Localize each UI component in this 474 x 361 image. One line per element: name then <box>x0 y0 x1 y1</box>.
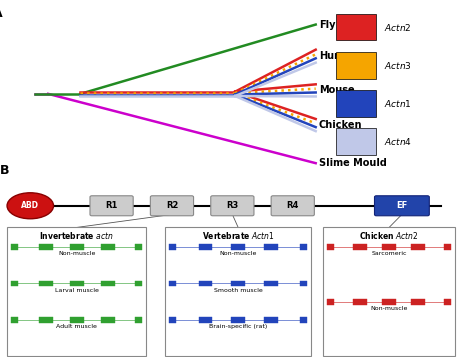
Bar <box>135 317 142 323</box>
FancyBboxPatch shape <box>211 196 254 216</box>
Bar <box>264 280 278 286</box>
Text: Sarcomeric: Sarcomeric <box>372 251 407 256</box>
FancyBboxPatch shape <box>7 227 146 356</box>
Text: Chicken: Chicken <box>319 120 363 130</box>
Text: $\it{Actn2}$: $\it{Actn2}$ <box>384 22 412 32</box>
Text: Fly: Fly <box>319 19 336 30</box>
Bar <box>70 244 84 249</box>
Bar <box>300 244 307 249</box>
Text: $\it{Actn4}$: $\it{Actn4}$ <box>384 136 412 147</box>
Bar <box>39 317 53 323</box>
Bar <box>11 244 18 249</box>
Bar <box>70 317 84 323</box>
Bar <box>264 244 278 249</box>
Bar <box>135 244 142 249</box>
FancyBboxPatch shape <box>150 196 193 216</box>
Text: EF: EF <box>396 201 408 210</box>
Bar <box>199 244 212 249</box>
Text: A: A <box>0 7 3 20</box>
Bar <box>231 244 245 249</box>
Bar <box>231 280 245 286</box>
Bar <box>382 244 396 249</box>
Bar <box>300 317 307 323</box>
Bar <box>264 317 278 323</box>
Bar <box>353 244 367 249</box>
Bar <box>199 317 212 323</box>
Text: Mouse: Mouse <box>319 86 355 95</box>
Bar <box>100 280 115 286</box>
Bar <box>199 280 212 286</box>
Text: $\it{Actn1}$: $\it{Actn1}$ <box>384 98 412 109</box>
FancyBboxPatch shape <box>323 227 456 356</box>
Text: Vertebrate $\it{Actn1}$: Vertebrate $\it{Actn1}$ <box>202 230 274 241</box>
Text: Human: Human <box>319 51 357 61</box>
FancyBboxPatch shape <box>336 52 376 79</box>
Bar <box>11 280 18 286</box>
Text: R4: R4 <box>287 201 299 210</box>
Bar <box>231 317 245 323</box>
Bar <box>39 244 53 249</box>
Text: Brain-specific (rat): Brain-specific (rat) <box>209 324 267 329</box>
Bar <box>328 244 334 249</box>
Text: Slime Mould: Slime Mould <box>319 158 387 168</box>
Text: Invertebrate $\it{actn}$: Invertebrate $\it{actn}$ <box>39 230 114 241</box>
Bar <box>169 280 176 286</box>
Bar <box>300 280 307 286</box>
Bar <box>328 299 334 305</box>
Text: Non-muscle: Non-muscle <box>219 251 257 256</box>
FancyBboxPatch shape <box>336 129 376 155</box>
Bar <box>100 317 115 323</box>
FancyBboxPatch shape <box>165 227 311 356</box>
FancyBboxPatch shape <box>374 196 429 216</box>
Bar <box>444 299 451 305</box>
FancyBboxPatch shape <box>336 14 376 40</box>
Bar <box>411 244 425 249</box>
Bar <box>70 280 84 286</box>
FancyBboxPatch shape <box>271 196 314 216</box>
Text: Larval muscle: Larval muscle <box>55 288 99 292</box>
Bar <box>11 317 18 323</box>
Text: $\it{Actn3}$: $\it{Actn3}$ <box>384 60 412 71</box>
Ellipse shape <box>7 193 54 219</box>
Text: R2: R2 <box>166 201 178 210</box>
Text: Chicken $\it{Actn2}$: Chicken $\it{Actn2}$ <box>359 230 419 241</box>
Text: B: B <box>0 164 9 177</box>
Bar <box>100 244 115 249</box>
Bar <box>382 299 396 305</box>
Bar <box>169 317 176 323</box>
Text: R3: R3 <box>226 201 238 210</box>
Bar <box>411 299 425 305</box>
Bar <box>135 280 142 286</box>
FancyBboxPatch shape <box>336 90 376 117</box>
Bar <box>39 280 53 286</box>
Bar <box>353 299 367 305</box>
Text: Adult muscle: Adult muscle <box>56 324 97 329</box>
Bar <box>444 244 451 249</box>
Bar <box>169 244 176 249</box>
Text: Non-muscle: Non-muscle <box>58 251 95 256</box>
Text: Smooth muscle: Smooth muscle <box>214 288 263 292</box>
FancyBboxPatch shape <box>90 196 133 216</box>
Text: Non-muscle: Non-muscle <box>371 306 408 311</box>
Text: R1: R1 <box>105 201 118 210</box>
Text: ABD: ABD <box>21 201 39 210</box>
